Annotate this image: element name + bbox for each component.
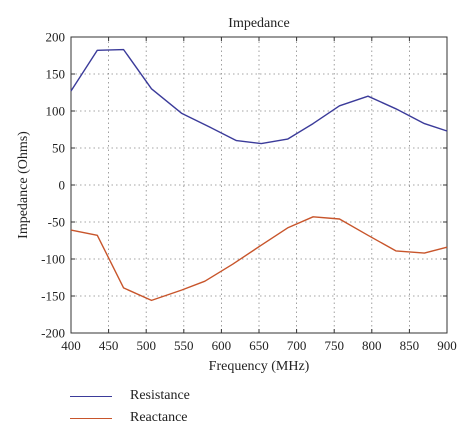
legend-label-resistance: Resistance [130, 388, 190, 403]
axis-ticks: 400 450 500 550 600 650 700 750 800 850 900-200-15… [41, 30, 457, 354]
x-tick-label: 400 [61, 338, 81, 353]
x-tick-label: 550 [174, 338, 194, 353]
x-tick-label: 450 [99, 338, 119, 353]
chart-title: Impedance [228, 16, 289, 31]
legend-item-reactance: Reactance [70, 407, 190, 429]
y-axis-label: Impedance (Ohms) [16, 131, 31, 239]
y-tick-label: 50 [52, 141, 65, 156]
legend-swatch-reactance [70, 417, 112, 419]
y-tick-label: -50 [48, 215, 65, 230]
grid-lines [71, 37, 447, 333]
series-lines [70, 48, 448, 302]
x-tick-label: 750 [324, 338, 344, 353]
x-tick-label: 500 [136, 338, 156, 353]
y-tick-label: -200 [41, 326, 65, 341]
x-tick-label: 800 [362, 338, 382, 353]
x-tick-label: 900 [437, 338, 457, 353]
series-line-reactance [70, 216, 448, 302]
y-tick-label: -100 [41, 252, 65, 267]
y-tick-label: 100 [46, 104, 66, 119]
series-line-resistance [70, 48, 448, 145]
x-tick-label: 650 [249, 338, 269, 353]
legend-item-resistance: Resistance [70, 385, 190, 407]
x-axis-label: Frequency (MHz) [209, 359, 310, 374]
x-tick-label: 600 [212, 338, 232, 353]
y-tick-label: 0 [59, 178, 66, 193]
legend-swatch-resistance [70, 395, 112, 397]
x-tick-label: 850 [400, 338, 420, 353]
y-tick-label: -150 [41, 289, 65, 304]
y-tick-label: 200 [46, 30, 66, 45]
legend-label-reactance: Reactance [130, 410, 188, 425]
legend: Resistance Reactance [70, 385, 190, 429]
x-tick-label: 700 [287, 338, 307, 353]
y-tick-label: 150 [46, 67, 66, 82]
